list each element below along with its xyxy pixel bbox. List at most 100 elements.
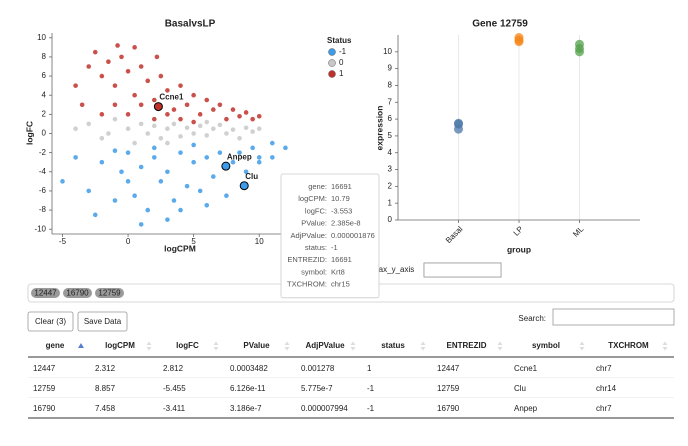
y-tick-label: 8: [388, 81, 393, 90]
tooltip-key: TXCHROM:: [287, 280, 327, 289]
point: [204, 119, 210, 125]
point: [99, 159, 105, 165]
point: [184, 183, 190, 189]
sort-icon: [146, 341, 152, 351]
table-cell: chr14: [596, 384, 617, 393]
chart-title: Gene 12759: [472, 19, 528, 30]
point: [138, 64, 144, 69]
max-y-axis-input[interactable]: [423, 262, 502, 278]
table-cell: 2.312: [95, 364, 116, 373]
tooltip-key: status:: [305, 243, 327, 252]
point: [73, 126, 78, 132]
point: [125, 68, 131, 74]
point: [230, 159, 236, 165]
y-tick-label: -10: [34, 224, 46, 233]
table-cell: 2.812: [163, 364, 184, 373]
point: [230, 127, 236, 132]
table-cell: 12447: [437, 364, 460, 373]
point: [86, 64, 92, 69]
sort-icon: [579, 341, 585, 351]
point: [197, 112, 203, 117]
table-cell: 0.000007994: [301, 404, 348, 413]
column-header[interactable]: status: [381, 341, 405, 350]
tooltip-key: logCPM:: [298, 194, 327, 203]
tag[interactable]: [95, 288, 124, 298]
point: [165, 217, 170, 222]
tag[interactable]: [63, 288, 92, 298]
point: [211, 107, 216, 112]
tooltip-value: 16691: [331, 182, 352, 191]
point: [145, 131, 151, 136]
y-tick-label: 0: [388, 215, 393, 224]
legend-swatch: [328, 59, 336, 67]
column-header[interactable]: PValue: [243, 341, 270, 350]
point: [86, 188, 92, 194]
point: [243, 125, 249, 131]
column-header[interactable]: logCPM: [105, 341, 135, 350]
point: [106, 131, 111, 136]
point: [151, 116, 157, 122]
point: [138, 102, 144, 108]
point: [514, 35, 524, 45]
button-label: Clear (3): [35, 317, 66, 326]
tooltip: [280, 173, 380, 299]
y-tick-label: 8: [42, 52, 47, 61]
column-header[interactable]: logFC: [176, 341, 199, 350]
point: [191, 142, 196, 148]
point: [217, 122, 223, 128]
column-header[interactable]: gene: [46, 341, 65, 350]
sort-icon: [420, 341, 426, 351]
y-tick-label: 2: [42, 109, 47, 118]
point: [270, 140, 275, 146]
x-axis-label: logCPM: [164, 243, 196, 253]
point: [132, 140, 137, 146]
point: [125, 126, 131, 132]
button[interactable]: [77, 311, 128, 332]
column-header[interactable]: symbol: [532, 341, 560, 350]
point: [224, 193, 229, 199]
tooltip-key: symbol:: [301, 267, 327, 276]
legend-swatch: [328, 48, 336, 56]
point: [250, 129, 255, 134]
points: [60, 43, 288, 227]
point: [86, 121, 92, 127]
point: [256, 155, 262, 160]
highlight-label: Anpep: [227, 152, 252, 161]
column-header[interactable]: ENTREZID: [447, 341, 487, 350]
tag-label: 12759: [98, 289, 121, 298]
point: [99, 135, 105, 141]
point: [217, 102, 223, 108]
table-cell: 5.775e-7: [301, 384, 333, 393]
y-tick-label: 10: [37, 33, 46, 42]
point: [99, 73, 105, 79]
point: [197, 188, 203, 194]
point: [454, 119, 463, 129]
point: [165, 126, 170, 132]
search-input[interactable]: [552, 308, 675, 326]
tooltip-value: 10.79: [331, 194, 350, 203]
column-header[interactable]: AdjPValue: [305, 341, 345, 350]
point: [191, 131, 196, 136]
table-cell: 12759: [33, 384, 56, 393]
point: [171, 121, 177, 127]
point: [154, 54, 160, 60]
y-tick-label: -4: [39, 167, 47, 176]
sort-icon: [350, 341, 356, 351]
tooltip-key: logFC:: [305, 206, 327, 215]
y-axis-label: logFC: [24, 121, 34, 145]
tag[interactable]: [31, 288, 60, 298]
highlight-point: [221, 161, 231, 171]
x-tick-label: -5: [59, 237, 67, 246]
y-tick-label: 4: [42, 90, 47, 99]
point: [79, 102, 85, 108]
point: [237, 150, 242, 155]
sort-icon: [497, 341, 503, 351]
point: [158, 179, 164, 184]
legend-label: 1: [339, 69, 344, 78]
table-cell: 7.458: [95, 404, 116, 413]
table-cell: Clu: [514, 384, 526, 393]
point: [230, 107, 236, 112]
button[interactable]: [27, 311, 74, 332]
table-cell: chr7: [596, 364, 612, 373]
column-header[interactable]: TXCHROM: [608, 341, 649, 350]
